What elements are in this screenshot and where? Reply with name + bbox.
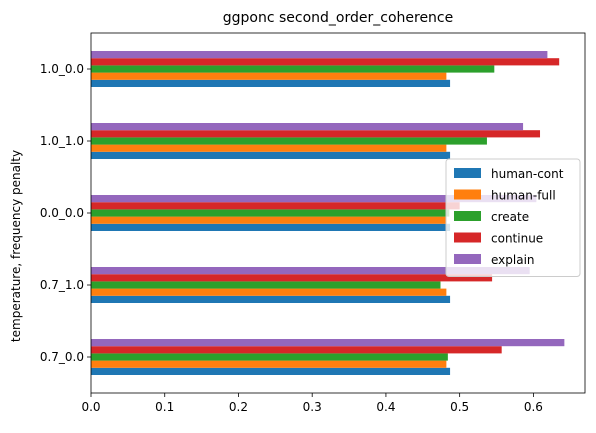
bar-explain-1.0_0.0 xyxy=(91,51,548,59)
bar-create-0.7_1.0 xyxy=(91,281,441,289)
legend-swatch-explain xyxy=(454,254,481,264)
legend-label-explain: explain xyxy=(491,253,535,267)
bar-human-cont-0.7_0.0 xyxy=(91,367,451,375)
bar-continue-1.0_0.0 xyxy=(91,58,560,66)
x-tick-label: 0.5 xyxy=(450,400,469,414)
legend-label-create: create xyxy=(491,210,529,224)
bar-human-cont-1.0_1.0 xyxy=(91,151,451,159)
legend-box xyxy=(445,158,581,277)
bar-human-cont-0.0_0.0 xyxy=(91,223,451,231)
legend-label-human-full: human-full xyxy=(491,189,556,203)
y-tick-label: 0.7_0.0 xyxy=(40,350,84,364)
legend: human-cont human-full create continue explai… xyxy=(445,158,581,277)
axes-group: 0.0 0.1 0.2 0.3 0.4 0.5 0.6 0.7_0.0 0.7_1.0 0.0_0… xyxy=(40,32,586,414)
legend-label-continue: continue xyxy=(491,232,543,246)
bar-continue-1.0_1.0 xyxy=(91,130,541,138)
x-tick-label: 0.3 xyxy=(303,400,322,414)
y-tick-label: 0.0_0.0 xyxy=(40,206,84,220)
x-tick-label: 0.4 xyxy=(376,400,395,414)
y-tick-label: 1.0_0.0 xyxy=(40,62,84,76)
chart-title: ggponc second_order_coherence xyxy=(223,10,454,26)
x-tick-label: 0.6 xyxy=(524,400,543,414)
legend-swatch-continue xyxy=(454,232,481,243)
bar-human-full-0.7_1.0 xyxy=(91,288,447,296)
x-tick-label: 0.0 xyxy=(81,400,100,414)
bar-explain-0.7_0.0 xyxy=(91,339,565,347)
bar-create-1.0_1.0 xyxy=(91,137,487,145)
bar-human-cont-0.7_1.0 xyxy=(91,295,451,303)
x-tick-label: 0.1 xyxy=(155,400,174,414)
bar-create-1.0_0.0 xyxy=(91,65,495,73)
bar-human-full-0.0_0.0 xyxy=(91,216,447,224)
bar-human-full-1.0_0.0 xyxy=(91,72,447,80)
bar-human-full-1.0_1.0 xyxy=(91,144,447,152)
bar-create-0.7_0.0 xyxy=(91,353,448,361)
bar-explain-0.0_0.0 xyxy=(91,195,537,203)
bar-explain-0.7_1.0 xyxy=(91,267,530,275)
legend-swatch-create xyxy=(454,211,481,221)
y-axis-label: temperature, frequency penalty xyxy=(9,150,23,342)
bar-continue-0.7_0.0 xyxy=(91,346,502,354)
legend-swatch-human-cont xyxy=(454,168,481,178)
bar-continue-0.0_0.0 xyxy=(91,202,460,210)
bar-explain-1.0_1.0 xyxy=(91,123,524,131)
bars-group xyxy=(91,51,565,375)
y-tick-label: 0.7_1.0 xyxy=(40,278,84,292)
bar-human-cont-1.0_0.0 xyxy=(91,79,451,87)
bar-human-full-0.7_0.0 xyxy=(91,360,447,368)
x-tick-label: 0.2 xyxy=(229,400,248,414)
legend-label-human-cont: human-cont xyxy=(491,167,564,181)
bar-create-0.0_0.0 xyxy=(91,209,450,217)
legend-swatch-human-full xyxy=(454,189,481,200)
y-tick-label: 1.0_1.0 xyxy=(40,134,84,148)
bar-continue-0.7_1.0 xyxy=(91,274,493,282)
